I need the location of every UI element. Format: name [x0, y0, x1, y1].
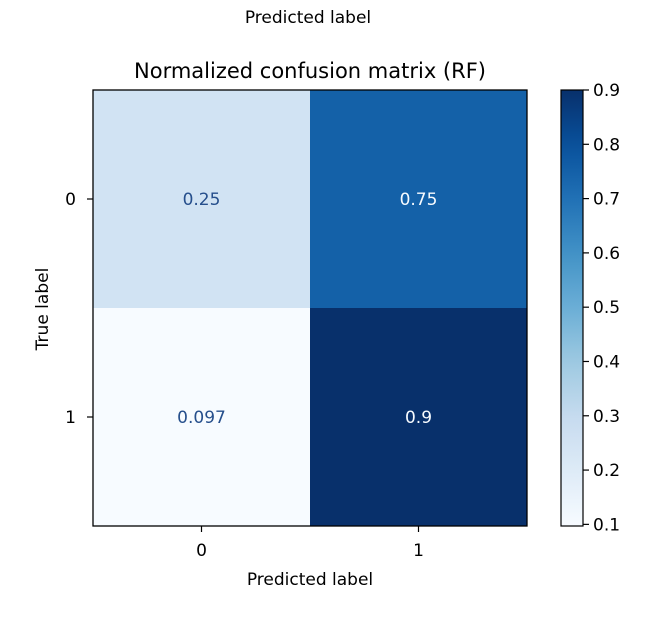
previous-figure-xlabel: Predicted label [244, 8, 372, 28]
colorbar-tick-label: 0.2 [593, 461, 620, 481]
colorbar-tick-label: 0.3 [593, 407, 620, 427]
chart-title: Normalized confusion matrix (RF) [134, 59, 486, 83]
colorbar-tick-label: 0.6 [593, 244, 620, 264]
colorbar-tick-label: 0.9 [593, 81, 620, 101]
cell-value-label: 0.097 [177, 408, 226, 428]
x-tick-label: 0 [196, 541, 207, 561]
colorbar-tick-label: 0.4 [593, 352, 620, 372]
cell-value-label: 0.75 [400, 190, 438, 210]
y-tick-label: 0 [65, 190, 76, 210]
plot-frame [92, 89, 528, 527]
colorbar-tick-label: 0.8 [593, 135, 620, 155]
x-axis-label: Predicted label [247, 570, 373, 590]
heatmap-cell [93, 308, 311, 527]
colorbar-tick-label: 0.5 [593, 298, 620, 318]
y-axis-label: True label [33, 268, 53, 352]
y-tick-label: 1 [65, 408, 76, 428]
colorbar-tick-label: 0.1 [593, 515, 620, 535]
heatmap-cell [310, 90, 528, 309]
x-tick-label: 1 [413, 541, 424, 561]
heatmap-cell [93, 90, 311, 309]
colorbar-tick-label: 0.7 [593, 190, 620, 210]
heatmap-cell [310, 308, 528, 527]
cell-value-label: 0.9 [405, 408, 432, 428]
colorbar [560, 89, 584, 527]
cell-value-label: 0.25 [183, 190, 221, 210]
